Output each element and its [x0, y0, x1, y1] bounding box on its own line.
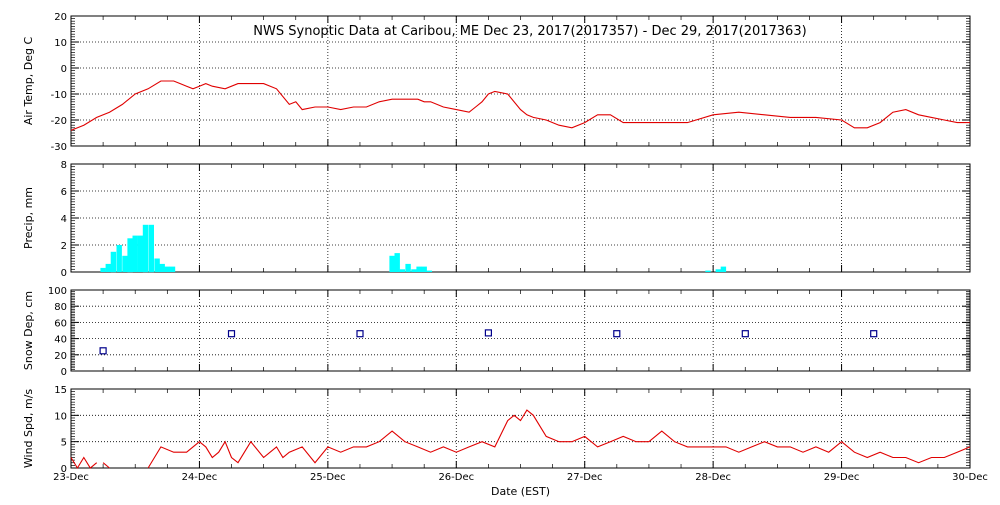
snow_depth-point: [741, 330, 749, 338]
precip-ytick-label: 0: [61, 268, 67, 279]
precip-bar: [421, 266, 427, 272]
precip-ylabel: Precip, mm: [22, 187, 35, 249]
precip-bar: [399, 269, 406, 272]
precip-bar: [148, 224, 154, 273]
xtick-label: 27-Dec: [567, 472, 603, 483]
snow_depth-point: [227, 330, 236, 338]
precip-bar: [394, 253, 400, 272]
precip-bar: [159, 263, 165, 272]
precip-bar: [100, 267, 106, 272]
precip-bar: [154, 258, 160, 272]
precip-bar: [405, 263, 411, 272]
snow_depth-frame: [70, 289, 971, 372]
snow_depth-point: [870, 330, 878, 338]
wind_speed-ylabel: Wind Spd, m/s: [22, 389, 35, 469]
precip-bar: [164, 266, 170, 272]
precip-ytick-label: 8: [61, 160, 67, 171]
snow_depth-point: [356, 330, 364, 338]
precip-bar: [720, 266, 727, 272]
air_temp-ytick-label: -30: [51, 142, 67, 153]
wind_speed-ytick-label: 5: [61, 438, 67, 449]
chart-title: NWS Synoptic Data at Caribou, ME Dec 23,…: [253, 24, 806, 39]
air_temp-ytick-label: 10: [54, 38, 67, 49]
wind_speed-ytick-label: 10: [54, 411, 67, 422]
snow_depth-ytick-label: 100: [48, 286, 67, 297]
snow_depth-ytick-label: 80: [54, 302, 67, 313]
air_temp-ytick-label: 20: [54, 12, 67, 23]
precip-ytick-label: 4: [61, 214, 67, 225]
xtick-label: 24-Dec: [182, 472, 218, 483]
air_temp-series-line-0: [70, 80, 970, 131]
precip-bar: [705, 270, 711, 272]
wind_speed-series-line-0: [70, 456, 98, 470]
precip-bar: [169, 266, 176, 272]
snow_depth-ytick-label: 20: [54, 351, 67, 362]
precip-bar: [105, 263, 111, 272]
wind_speed-ytick-label: 0: [61, 464, 67, 475]
precip-bar: [127, 238, 133, 273]
precip-bar: [142, 224, 149, 273]
xtick-label: 25-Dec: [310, 472, 346, 483]
precip-bar: [137, 235, 144, 272]
precip-bar: [110, 251, 117, 273]
grid-lines: [71, 16, 970, 468]
snow_depth-point: [484, 329, 492, 337]
precip-ytick-label: 2: [61, 241, 67, 252]
snow_depth-ytick-label: 60: [54, 318, 67, 329]
data-marks: [70, 80, 971, 470]
xtick-label: 29-Dec: [824, 472, 860, 483]
wind_speed-ytick-label: 15: [54, 385, 67, 396]
precip-bar: [389, 255, 395, 272]
wind_speed-series-line-1: [102, 462, 110, 469]
wind_speed-frame: [70, 388, 971, 469]
air_temp-ytick-label: 0: [61, 64, 67, 75]
air_temp-ytick-label: -10: [51, 90, 67, 101]
snow_depth-ylabel: Snow Dep, cm: [22, 291, 35, 370]
precip-bar: [122, 255, 128, 272]
snow_depth-point: [99, 347, 107, 355]
snow_depth-point: [613, 330, 621, 338]
precip-bar: [426, 270, 432, 272]
x-axis-label: Date (EST): [491, 485, 550, 498]
xtick-label: 30-Dec: [952, 472, 988, 483]
precip-bar: [116, 245, 122, 272]
precip-frame: [70, 163, 971, 273]
precip-bar: [715, 269, 721, 272]
xtick-label: 23-Dec: [53, 472, 89, 483]
wind_speed-series-line-2: [147, 409, 971, 469]
air_temp-ylabel: Air Temp, Deg C: [22, 37, 35, 126]
precip-bar: [132, 235, 138, 272]
snow_depth-ytick-label: 0: [61, 367, 67, 378]
snow_depth-ytick-label: 40: [54, 335, 67, 346]
precip-bar: [416, 266, 422, 272]
air_temp-ytick-label: -20: [51, 116, 67, 127]
xtick-label: 28-Dec: [695, 472, 731, 483]
precip-bar: [411, 269, 417, 272]
xtick-label: 26-Dec: [438, 472, 474, 483]
precip-ytick-label: 6: [61, 187, 67, 198]
